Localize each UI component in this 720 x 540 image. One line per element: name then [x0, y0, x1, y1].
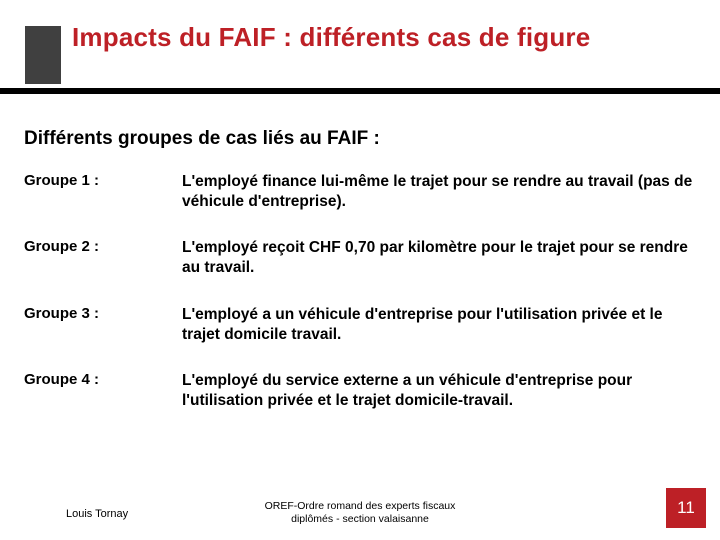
title-accent-block: [25, 26, 61, 84]
group-label: Groupe 2 :: [24, 238, 182, 278]
group-row: Groupe 1 : L'employé finance lui-même le…: [24, 172, 696, 212]
group-description: L'employé du service externe a un véhicu…: [182, 371, 696, 411]
page-number-badge: 11: [666, 488, 706, 528]
group-label: Groupe 3 :: [24, 305, 182, 345]
horizontal-rule: [0, 88, 720, 94]
groups-list: Groupe 1 : L'employé finance lui-même le…: [24, 172, 696, 437]
group-description: L'employé finance lui-même le trajet pou…: [182, 172, 696, 212]
footer-org: OREF-Ordre romand des experts fiscaux di…: [0, 500, 720, 526]
slide: Impacts du FAIF : différents cas de figu…: [0, 0, 720, 540]
group-description: L'employé a un véhicule d'entreprise pou…: [182, 305, 696, 345]
group-row: Groupe 2 : L'employé reçoit CHF 0,70 par…: [24, 238, 696, 278]
footer-org-line2: diplômés - section valaisanne: [0, 513, 720, 526]
footer-org-line1: OREF-Ordre romand des experts fiscaux: [0, 500, 720, 513]
slide-title: Impacts du FAIF : différents cas de figu…: [72, 22, 590, 53]
page-number: 11: [677, 498, 695, 518]
title-row: Impacts du FAIF : différents cas de figu…: [0, 0, 720, 70]
group-label: Groupe 4 :: [24, 371, 182, 411]
slide-subtitle: Différents groupes de cas liés au FAIF :: [24, 128, 380, 150]
group-label: Groupe 1 :: [24, 172, 182, 212]
group-row: Groupe 4 : L'employé du service externe …: [24, 371, 696, 411]
group-description: L'employé reçoit CHF 0,70 par kilomètre …: [182, 238, 696, 278]
group-row: Groupe 3 : L'employé a un véhicule d'ent…: [24, 305, 696, 345]
